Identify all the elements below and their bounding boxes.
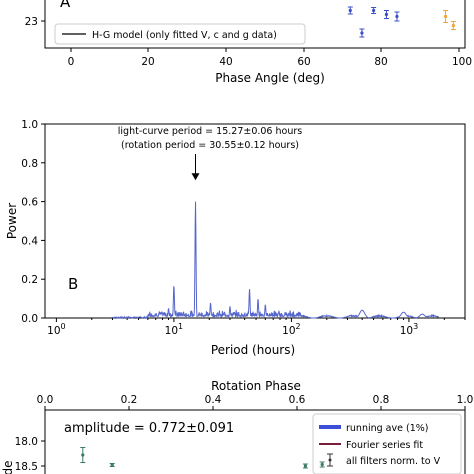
period-annotation-line1: light-curve period = 15.27±0.06 hours bbox=[118, 126, 302, 137]
panel-b-ytick-label: 1.0 bbox=[21, 119, 38, 131]
panel-c-ytick-label: 18.5 bbox=[15, 461, 38, 473]
phase-angle-point bbox=[383, 10, 389, 19]
panel-a-xtick-label: 100 bbox=[452, 56, 472, 68]
panel-c-legend: running ave (1%) Fourier series fit all … bbox=[312, 413, 462, 474]
panel-b-xticks: 100 101 102 103 bbox=[47, 318, 466, 337]
panel-b-xtick-label: 101 bbox=[165, 322, 183, 337]
panel-c-points bbox=[80, 447, 325, 469]
panel-b-frame bbox=[44, 123, 466, 319]
panel-a-xticks: 0 20 40 60 80 100 bbox=[68, 48, 472, 68]
rotation-phase-point bbox=[109, 463, 115, 467]
panel-c-top-xlabel: Rotation Phase bbox=[211, 379, 301, 393]
panel-a: A 23 0 20 40 60 80 100 Phase Angle (deg)… bbox=[25, 0, 472, 85]
panel-c-top-tick-label: 0.6 bbox=[289, 394, 306, 406]
panel-a-letter: A bbox=[60, 0, 71, 11]
panel-c-top-tick-label: 1.0 bbox=[457, 394, 474, 406]
panel-b-ytick-label: 0.4 bbox=[21, 235, 38, 247]
panel-a-points bbox=[347, 6, 456, 38]
periodogram-line bbox=[112, 201, 440, 319]
rotation-phase-point bbox=[319, 461, 325, 468]
panel-b-xtick-label: 103 bbox=[400, 322, 418, 337]
panel-c: Rotation Phase 0.0 0.2 0.4 0.6 0.8 1.0 18.0 1… bbox=[1, 379, 473, 474]
panel-a-legend: H-G model (only fitted V, c and g data) bbox=[54, 23, 306, 45]
panel-a-xtick-label: 60 bbox=[297, 56, 310, 68]
panel-b-yticks: 0.0 0.2 0.4 0.6 0.8 1.0 bbox=[21, 119, 45, 325]
panel-a-xlabel: Phase Angle (deg) bbox=[215, 71, 325, 85]
legend-label-all-filters: all filters norm. to V bbox=[346, 456, 441, 467]
legend-label-fourier: Fourier series fit bbox=[346, 440, 423, 451]
amplitude-label: amplitude = 0.772±0.091 bbox=[64, 421, 234, 436]
legend-label-running-ave: running ave (1%) bbox=[346, 423, 428, 434]
panel-b-ytick-label: 0.0 bbox=[21, 313, 38, 325]
panel-b-xtick-label: 100 bbox=[47, 322, 65, 337]
panel-a-xtick-label: 80 bbox=[374, 56, 387, 68]
panel-c-ylabel: de bbox=[1, 461, 15, 474]
panel-a-yticks: 23 bbox=[25, 16, 45, 28]
panel-b-xtick-label: 102 bbox=[282, 322, 300, 337]
panel-c-top-ticks: 0.0 0.2 0.4 0.6 0.8 1.0 bbox=[37, 394, 474, 410]
phase-angle-point bbox=[347, 6, 353, 15]
panel-c-frame bbox=[44, 409, 466, 474]
panel-c-top-tick-label: 0.0 bbox=[37, 394, 54, 406]
panel-b-ytick-label: 0.2 bbox=[21, 274, 38, 286]
panel-c-legend-box bbox=[312, 413, 462, 474]
panel-c-top-tick-label: 0.2 bbox=[121, 394, 138, 406]
panel-b-ylabel: Power bbox=[5, 203, 19, 239]
panel-a-xtick-label: 40 bbox=[219, 56, 232, 68]
panel-b-ytick-label: 0.6 bbox=[21, 197, 38, 209]
panel-a-frame bbox=[44, 0, 466, 49]
panel-b-letter: B bbox=[68, 275, 78, 293]
rotation-phase-point bbox=[80, 447, 86, 463]
annotation-arrow-head bbox=[191, 173, 200, 181]
panel-c-top-tick-label: 0.8 bbox=[373, 394, 390, 406]
panel-b: 0.0 0.2 0.4 0.6 0.8 1.0 100 101 102 103 Power Pe… bbox=[5, 119, 466, 357]
phase-angle-point bbox=[359, 28, 365, 38]
panel-a-xtick-label: 20 bbox=[141, 56, 154, 68]
panel-c-yticks: 18.0 18.5 bbox=[15, 436, 45, 473]
phase-angle-point bbox=[394, 11, 400, 22]
phase-angle-point bbox=[450, 21, 456, 30]
period-annotation-line2: (rotation period = 30.55±0.12 hours) bbox=[121, 140, 299, 151]
rotation-phase-point bbox=[302, 463, 308, 469]
phase-angle-point bbox=[371, 7, 377, 14]
panel-b-ytick-label: 0.8 bbox=[21, 158, 38, 170]
panel-a-legend-label: H-G model (only fitted V, c and g data) bbox=[92, 30, 277, 41]
panel-c-top-tick-label: 0.4 bbox=[205, 394, 222, 406]
phase-angle-point bbox=[443, 10, 449, 23]
panel-b-xlabel: Period (hours) bbox=[211, 343, 295, 357]
panel-c-ytick-label: 18.0 bbox=[15, 436, 38, 448]
panel-a-legend-box bbox=[54, 23, 306, 45]
legend-swatch-errorbar bbox=[327, 453, 333, 467]
panel-a-ytick-label: 23 bbox=[25, 16, 38, 28]
panel-a-xtick-label: 0 bbox=[68, 56, 75, 68]
